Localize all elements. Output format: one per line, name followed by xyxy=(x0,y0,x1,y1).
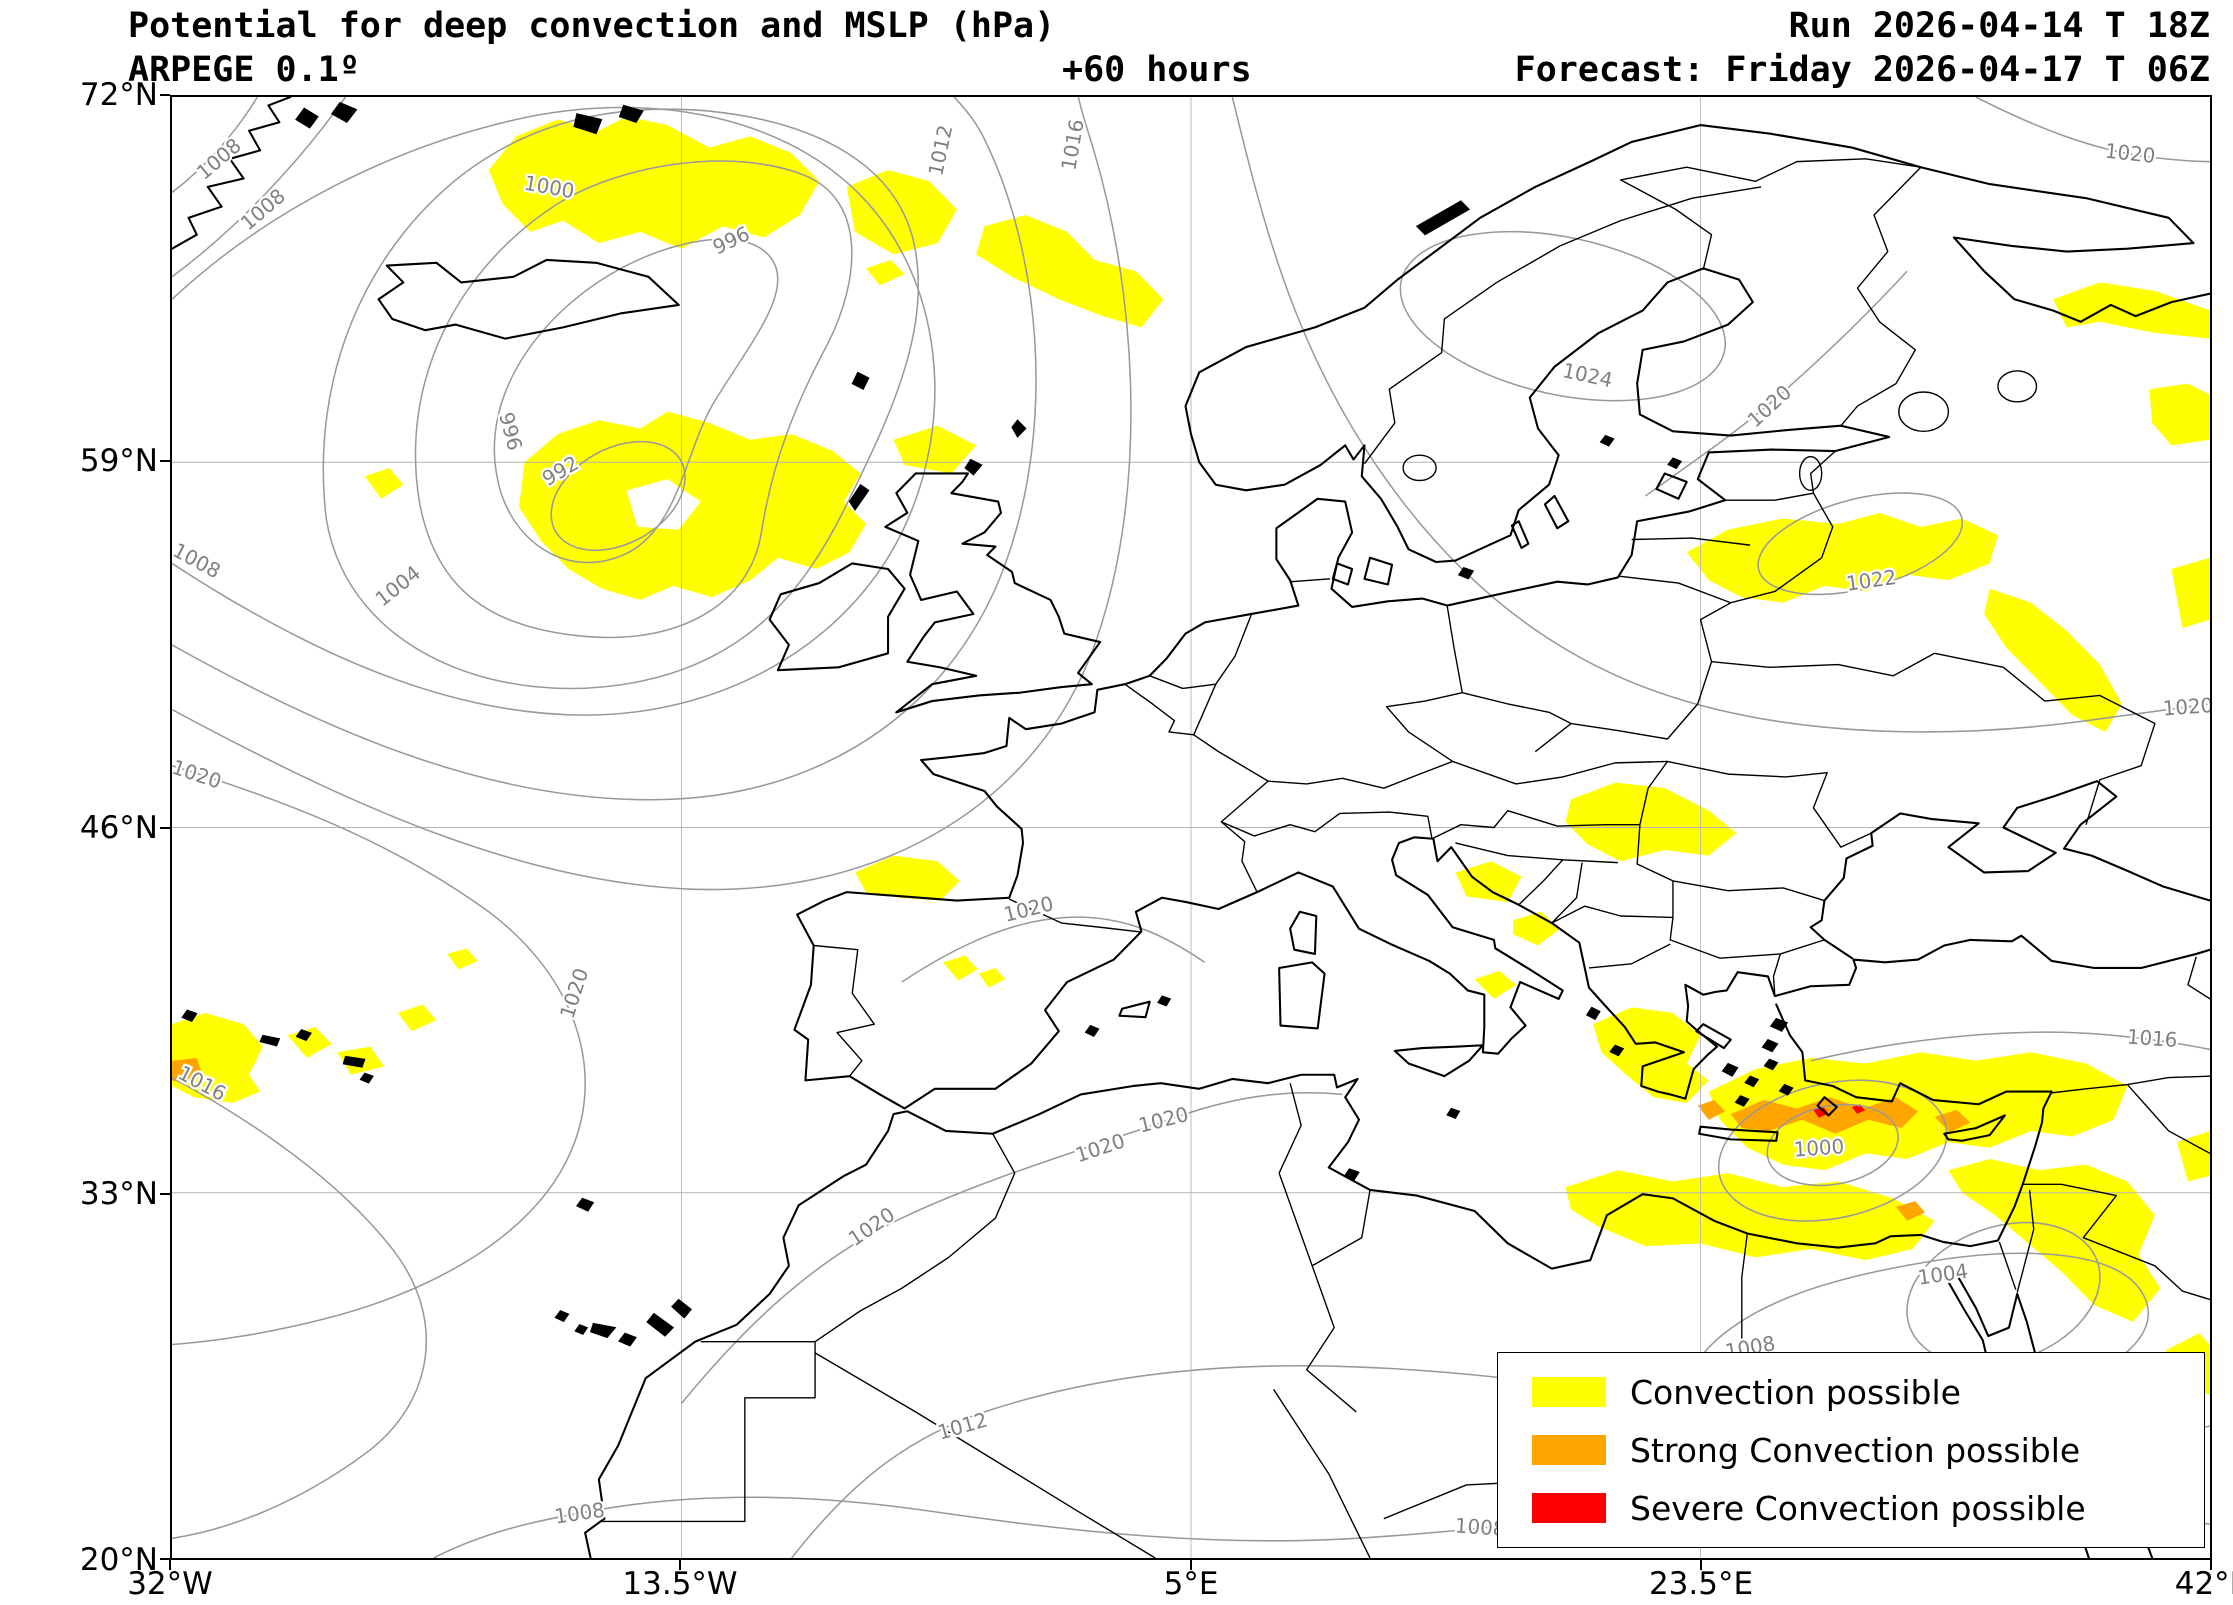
lat-label-20n: 20°N xyxy=(79,1542,158,1578)
isobar-label: 996 xyxy=(494,410,527,454)
isobar-label: 1012 xyxy=(924,123,958,178)
isobar-label: 1020 xyxy=(2104,138,2157,167)
isobar-label: 1016 xyxy=(1056,117,1088,172)
isobar-label: 1020 xyxy=(1072,1128,1127,1167)
isobar-label: 1016 xyxy=(2126,1024,2178,1052)
isobar-label: 1020 xyxy=(844,1202,899,1251)
legend-label: Severe Convection possible xyxy=(1630,1488,2086,1528)
isobar-label: 1020 xyxy=(1136,1102,1191,1138)
isobar-label: 1020 xyxy=(172,755,224,794)
lat-label-46n: 46°N xyxy=(79,810,158,846)
lat-label-59n: 59°N xyxy=(79,443,158,479)
lat-label-72n: 72°N xyxy=(79,77,158,113)
border-layer xyxy=(601,158,2210,1558)
severe-convection-swatch xyxy=(1532,1493,1606,1523)
run-label: Run 2026-04-14 T 18Z xyxy=(1788,6,2210,46)
axis-tick xyxy=(160,460,170,462)
axis-tick xyxy=(169,1560,171,1570)
legend-item-severe-convection: Severe Convection possible xyxy=(1532,1479,2204,1537)
model-label: ARPEGE 0.1º xyxy=(128,50,360,90)
page-title: Potential for deep convection and MSLP (… xyxy=(128,6,1056,46)
isobar-label: 1020 xyxy=(1743,380,1796,432)
isobar-label: 1008 xyxy=(172,538,225,584)
isobar-label: 1004 xyxy=(1916,1259,1969,1290)
axis-tick xyxy=(160,94,170,96)
isobar-label: 1020 xyxy=(555,965,593,1021)
lon-label-42e: 42°E xyxy=(2174,1566,2233,1602)
axis-tick xyxy=(1190,1560,1192,1570)
convection-possible-swatch xyxy=(1532,1377,1606,1407)
lon-label-135w: 13.5°W xyxy=(622,1566,738,1602)
axis-tick xyxy=(160,1558,170,1560)
lake-layer xyxy=(1402,370,2038,492)
axis-tick xyxy=(1700,1560,1702,1570)
map-canvas: 1008100810009961012101610209969921008100… xyxy=(172,97,2210,1558)
isobar-label: 1000 xyxy=(1793,1134,1845,1162)
map-frame: 1008100810009961012101610209969921008100… xyxy=(170,95,2212,1560)
isobar-label: 1012 xyxy=(935,1407,990,1444)
legend-item-convection: Convection possible xyxy=(1532,1363,2204,1421)
legend-item-strong-convection: Strong Convection possible xyxy=(1532,1421,2204,1479)
graticule xyxy=(172,97,2210,1558)
lon-label-32w: 32°W xyxy=(127,1566,213,1602)
lon-label-235e: 23.5°E xyxy=(1648,1566,1754,1602)
axis-tick xyxy=(160,827,170,829)
isobar-label: 1020 xyxy=(2162,693,2210,721)
axis-tick xyxy=(679,1560,681,1570)
convection-possible-layer xyxy=(172,116,2210,1452)
lon-label-5e: 5°E xyxy=(1163,1566,1219,1602)
legend-label: Strong Convection possible xyxy=(1630,1430,2081,1470)
strong-convection-layer xyxy=(172,1057,1971,1221)
axis-tick xyxy=(2210,1560,2212,1570)
legend-label: Convection possible xyxy=(1630,1372,1961,1412)
strong-convection-swatch xyxy=(1532,1435,1606,1465)
convection-legend: Convection possible Strong Convection po… xyxy=(1497,1352,2205,1548)
forecast-label: Forecast: Friday 2026-04-17 T 06Z xyxy=(1514,50,2210,90)
isobar-label: 1022 xyxy=(1845,565,1898,596)
lat-label-33n: 33°N xyxy=(79,1176,158,1212)
axis-tick xyxy=(160,1193,170,1195)
lead-time-label: +60 hours xyxy=(1062,50,1252,90)
isobar-label: 1004 xyxy=(371,560,425,611)
isobar-label: 1024 xyxy=(1560,358,1614,392)
isobar-label: 1008 xyxy=(192,133,246,185)
